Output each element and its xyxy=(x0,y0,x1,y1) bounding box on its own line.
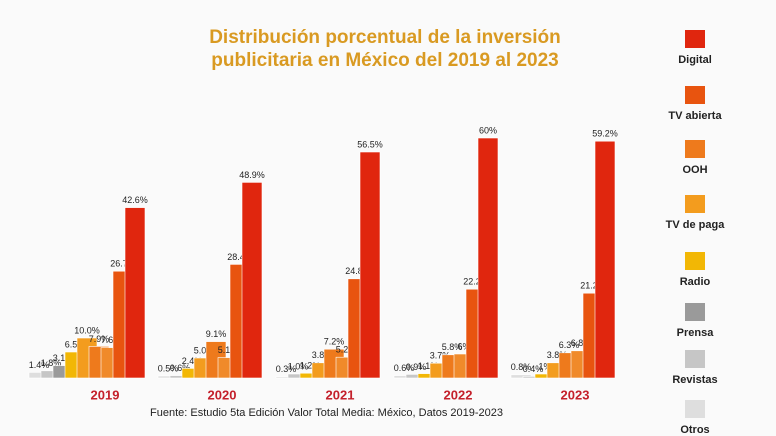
value-label: 1.1% xyxy=(418,361,439,371)
x-tick-label: 2022 xyxy=(444,387,473,402)
legend-label: TV abierta xyxy=(668,110,722,122)
legend-swatch xyxy=(685,140,705,158)
value-label: 7.9% xyxy=(89,334,110,344)
x-tick-label: 2019 xyxy=(91,387,120,402)
value-label: 0.4% xyxy=(523,364,544,374)
value-label: 3.8% xyxy=(547,350,568,360)
x-tick-label: 2023 xyxy=(561,387,590,402)
value-label: 0.6% xyxy=(394,363,415,373)
value-label: 9.1% xyxy=(206,329,227,339)
value-label: 3.8% xyxy=(312,350,333,360)
value-label: 42.6% xyxy=(122,195,148,205)
legend-label: Radio xyxy=(680,276,711,288)
value-label: 1% xyxy=(538,361,551,371)
x-tick-label: 2021 xyxy=(326,387,355,402)
chart-title: publicitaria en México del 2019 al 2023 xyxy=(211,50,558,71)
legend-label: OOH xyxy=(682,164,707,176)
value-label: 7.6% xyxy=(101,335,122,345)
value-label: 59.2% xyxy=(592,129,618,139)
bar xyxy=(477,137,499,379)
value-label: 3.1% xyxy=(53,353,74,363)
legend-swatch xyxy=(685,30,705,48)
value-label: 0.3% xyxy=(276,364,297,374)
legend-label: Digital xyxy=(678,54,712,66)
legend-label: Prensa xyxy=(677,327,715,339)
value-label: 10.0% xyxy=(74,325,100,335)
value-label: 5.8% xyxy=(442,342,463,352)
value-label: 5.2% xyxy=(336,345,357,355)
value-label: 3.7% xyxy=(430,351,451,361)
value-label: 21.2% xyxy=(580,281,606,291)
value-label: 6% xyxy=(457,341,470,351)
bar xyxy=(594,140,616,379)
source-note: Fuente: Estudio 5ta Edición Valor Total … xyxy=(150,407,503,419)
value-label: 7.2% xyxy=(324,337,345,347)
value-label: 1.0% xyxy=(288,361,309,371)
legend-label: Revistas xyxy=(672,374,717,386)
value-label: 26.7% xyxy=(110,259,136,269)
value-label: 1.2% xyxy=(300,361,321,371)
value-label: 6.8% xyxy=(571,338,592,348)
legend-swatch xyxy=(685,303,705,321)
value-label: 1.8% xyxy=(41,358,62,368)
value-label: 24.8% xyxy=(345,266,371,276)
value-label: 0.9% xyxy=(406,362,427,372)
value-label: 1.4% xyxy=(29,360,50,370)
value-label: 0.6% xyxy=(170,363,191,373)
value-label: 6.5% xyxy=(65,339,86,349)
bar xyxy=(241,182,263,379)
bar xyxy=(124,207,146,379)
value-label: 0.8% xyxy=(511,362,532,372)
legend-swatch xyxy=(685,195,705,213)
x-tick-label: 2020 xyxy=(208,387,237,402)
value-label: 2.4% xyxy=(182,356,203,366)
legend-label: Otros xyxy=(680,424,709,436)
value-label: 28.4% xyxy=(227,252,253,262)
legend-swatch xyxy=(685,252,705,270)
legend-swatch xyxy=(685,350,705,368)
value-label: 0.5% xyxy=(158,363,179,373)
value-label: 5.1% xyxy=(218,345,239,355)
legend-swatch xyxy=(685,86,705,104)
value-label: 6.3% xyxy=(559,340,580,350)
chart-title: Distribución porcentual de la inversión xyxy=(209,27,561,48)
value-label: 56.5% xyxy=(357,139,383,149)
legend-swatch xyxy=(685,400,705,418)
value-label: 60% xyxy=(479,125,497,135)
legend-label: TV de paga xyxy=(666,219,726,231)
value-label: 22.2% xyxy=(463,277,489,287)
bar xyxy=(359,151,381,379)
value-label: 5.0% xyxy=(194,345,215,355)
value-label: 48.9% xyxy=(239,170,265,180)
